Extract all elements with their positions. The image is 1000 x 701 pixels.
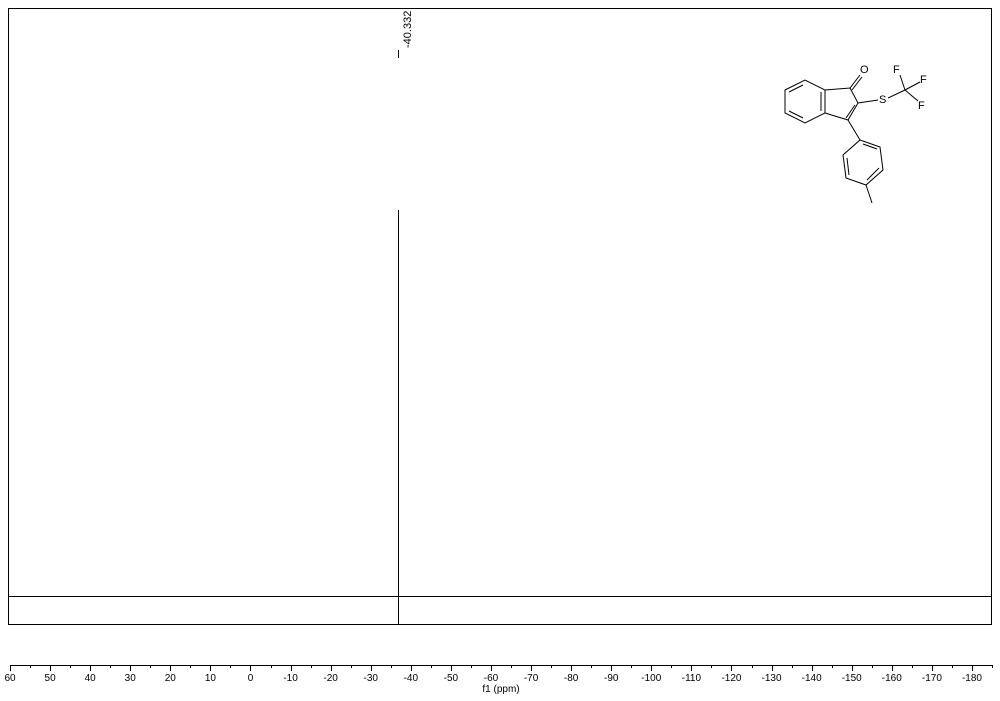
x-tick-minor	[511, 665, 512, 668]
x-tick-major	[731, 665, 732, 671]
x-tick-major	[130, 665, 131, 671]
x-tick-major	[170, 665, 171, 671]
x-tick-label: -130	[762, 673, 782, 684]
x-tick-minor	[711, 665, 712, 668]
x-tick-minor	[230, 665, 231, 668]
x-tick-minor	[150, 665, 151, 668]
x-tick-label: -100	[641, 673, 661, 684]
x-tick-label: 30	[125, 673, 136, 684]
x-tick-major	[852, 665, 853, 671]
x-tick-major	[812, 665, 813, 671]
x-tick-label: -30	[364, 673, 378, 684]
x-tick-minor	[992, 665, 993, 668]
x-tick-minor	[952, 665, 953, 668]
structure-inset: O S F F F	[760, 35, 970, 235]
atom-label-f3: F	[893, 64, 900, 76]
x-tick-label: -90	[604, 673, 618, 684]
x-tick-major	[291, 665, 292, 671]
x-tick-major	[331, 665, 332, 671]
atom-label-f2: F	[918, 100, 925, 112]
x-tick-label: -150	[842, 673, 862, 684]
x-tick-label: -140	[802, 673, 822, 684]
x-tick-minor	[752, 665, 753, 668]
peak-label-tick	[398, 50, 399, 58]
x-tick-label: -160	[882, 673, 902, 684]
x-tick-minor	[311, 665, 312, 668]
x-tick-label: 20	[165, 673, 176, 684]
x-tick-label: -70	[524, 673, 538, 684]
atom-label-s: S	[879, 94, 886, 106]
x-tick-major	[571, 665, 572, 671]
x-tick-minor	[391, 665, 392, 668]
spectrum-baseline	[9, 596, 991, 597]
x-tick-label: -40	[404, 673, 418, 684]
x-tick-major	[972, 665, 973, 671]
nmr-spectrum-container: -40.332 60 50 40 30 20 10 0 -10 -20 -30 -40 -50 -60 -…	[0, 0, 1000, 701]
x-tick-minor	[551, 665, 552, 668]
structure-svg: O S F F F	[760, 35, 970, 235]
x-tick-minor	[671, 665, 672, 668]
x-tick-major	[411, 665, 412, 671]
x-tick-label: -170	[922, 673, 942, 684]
x-axis-label: f1 (ppm)	[482, 684, 519, 695]
x-tick-major	[210, 665, 211, 671]
x-tick-major	[451, 665, 452, 671]
x-tick-minor	[190, 665, 191, 668]
x-tick-label: -10	[283, 673, 297, 684]
x-tick-label: -120	[721, 673, 741, 684]
x-tick-minor	[832, 665, 833, 668]
x-tick-minor	[912, 665, 913, 668]
x-tick-major	[932, 665, 933, 671]
x-tick-major	[50, 665, 51, 671]
x-tick-label: 0	[248, 673, 254, 684]
x-tick-minor	[431, 665, 432, 668]
atom-label-f1: F	[920, 74, 927, 86]
x-tick-label: 60	[4, 673, 15, 684]
x-tick-minor	[271, 665, 272, 668]
x-tick-major	[90, 665, 91, 671]
x-tick-major	[371, 665, 372, 671]
x-tick-major	[531, 665, 532, 671]
x-tick-major	[10, 665, 11, 671]
x-axis-line	[10, 665, 992, 666]
x-tick-label: -60	[484, 673, 498, 684]
atom-label-o: O	[860, 64, 869, 76]
x-tick-minor	[30, 665, 31, 668]
x-tick-major	[611, 665, 612, 671]
x-tick-minor	[351, 665, 352, 668]
x-tick-label: 10	[205, 673, 216, 684]
x-tick-major	[772, 665, 773, 671]
x-tick-major	[892, 665, 893, 671]
x-tick-minor	[631, 665, 632, 668]
peak-label: -40.332	[402, 11, 414, 48]
x-tick-minor	[591, 665, 592, 668]
x-tick-label: -80	[564, 673, 578, 684]
spectrum-peak-down	[398, 597, 399, 625]
x-tick-label: 50	[45, 673, 56, 684]
x-tick-major	[250, 665, 251, 671]
x-tick-label: -180	[962, 673, 982, 684]
x-tick-major	[691, 665, 692, 671]
x-tick-major	[651, 665, 652, 671]
x-tick-label: -50	[444, 673, 458, 684]
x-tick-minor	[792, 665, 793, 668]
x-tick-major	[491, 665, 492, 671]
x-tick-minor	[872, 665, 873, 668]
x-tick-minor	[70, 665, 71, 668]
x-tick-minor	[471, 665, 472, 668]
x-tick-minor	[110, 665, 111, 668]
x-tick-label: -110	[682, 673, 701, 684]
x-tick-label: -20	[323, 673, 337, 684]
spectrum-peak-up	[398, 210, 399, 596]
x-tick-label: 40	[85, 673, 96, 684]
